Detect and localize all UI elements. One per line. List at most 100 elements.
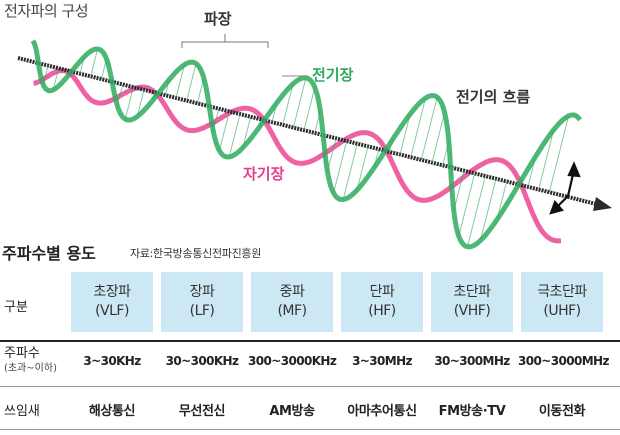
wavelength-label: 파장 [204,10,232,28]
table-source: 자료:한국방송통신전파진흥원 [130,247,262,260]
band-code: (VLF) [95,303,129,319]
magnetic-field-label: 자기장 [243,165,285,183]
electric-field-vector [124,86,134,120]
electric-field-vector [496,181,508,220]
wave-illustration [17,34,612,250]
electric-field-vector [467,175,486,247]
usage-cell: FM방송·TV [438,404,506,419]
electric-field-vector [538,129,555,190]
electric-field-vector [314,110,321,134]
electric-field-vector [259,119,262,128]
electric-field-vector [218,111,230,151]
electric-field-vector [327,138,337,173]
electric-field-wave [30,39,582,250]
propagation-axis [17,56,601,207]
frequency-row: 주파수 (초과~이하) 3~30KHz 30~300KHz 300~3000KHz… [0,340,620,380]
band-name: 장파 [189,284,215,301]
electric-field-vector [450,167,454,177]
band-name: 초단파 [453,284,491,301]
usage-row: 쓰임새 해상통신 무선전신 AM방송 아마추어통신 FM방송·TV 이동전화 [0,386,620,430]
electric-field-vector [207,103,210,107]
electric-field-vector [458,173,476,237]
usage-cell: 해상통신 [88,404,136,419]
row-label-usage: 쓰임새 [4,404,40,419]
electric-field-vector [79,56,85,74]
frequency-cell: 300~3000KHz [248,354,337,368]
electric-field-vector [388,139,393,152]
band-header-hf: 단파 (HF) [341,272,423,332]
electric-field-vector [282,83,294,126]
electric-field-vector [116,84,124,106]
electric-field-vector [52,68,60,90]
row-label-band: 구분 [4,300,28,315]
band-code: (MF) [277,303,307,319]
electric-field-vector [342,143,358,200]
axis-arrowhead [593,197,612,211]
band-header-vlf: 초장파 (VLF) [71,272,153,332]
frequency-label: 주파수 [4,346,40,361]
band-header-uhf: 극초단파 (UHF) [521,272,603,332]
electric-field-label: 전기장 [312,66,354,84]
usage-cell: AM방송 [269,404,315,419]
frequency-cell: 30~300KHz [165,354,239,368]
electric-field-vector [271,102,278,123]
diagram-title: 전자파의 구성 [4,2,89,20]
electric-field-vector [196,77,205,104]
electric-field-vector [303,87,316,131]
band-code: (UHF) [543,303,581,319]
band-name: 중파 [279,284,305,301]
electric-field-vector [527,156,537,187]
frequency-cell: 3~30KHz [83,354,141,368]
axes-icon [549,161,581,215]
electric-wave-curve [30,39,582,250]
electric-field-vector [431,112,446,163]
table-title: 주파수별 용도 [2,244,96,263]
band-header-vhf: 초단파 (VHF) [431,272,513,332]
frequency-cell: 3~30MHz [352,354,412,368]
band-header-row: 구분 초장파 (VLF) 장파 (LF) 중파 (MF) 단파 (HF) 초단파 (VHF… [0,268,620,336]
electric-field-vector [292,77,307,128]
electric-field-vector [186,63,197,101]
electric-field-vector [399,113,411,155]
electric-field-vector [410,97,427,158]
band-name: 극초단파 [537,284,587,301]
electric-field-vector [36,60,39,64]
band-code: (HF) [368,303,396,319]
current-flow-label: 전기의 흐름 [456,88,531,106]
electric-field-vector [175,64,185,99]
electric-field-vector [420,97,438,161]
electric-field-vector [479,178,497,241]
wavelength-bracket [181,34,269,48]
electric-field-vector [152,92,156,101]
frequency-cell: 30~300MHz [434,354,510,368]
electric-field-vector [100,58,107,80]
electric-field-vector [67,70,70,76]
electric-field-vector [136,89,145,117]
electric-field-vector [228,113,241,158]
electric-field-vector [333,140,348,194]
magnetic-wave-curve [33,67,562,244]
electric-field-vector [164,79,170,96]
band-header-lf: 장파 (LF) [161,272,243,332]
electromagnetic-wave-diagram: 전자파의 구성 파장 전기장 전기의 흐름 자기장 [4,2,612,250]
electric-field-vector [90,48,99,77]
usage-cell: 아마추어통신 [347,404,417,419]
usage-cell: 이동전화 [538,404,586,419]
band-header-mf: 중파 (MF) [251,272,333,332]
band-name: 단파 [369,284,395,301]
electric-field-vector [242,116,252,148]
band-name: 초장파 [93,284,131,301]
electric-field-vector [42,65,49,85]
usage-cell: 무선전신 [178,404,226,419]
electric-field-vector [323,135,326,142]
electric-field-vector [212,108,220,131]
band-code: (LF) [189,303,215,319]
frequency-note: (초과~이하) [4,363,57,374]
frequency-cell: 300~3000MHz [518,354,609,368]
electric-field-vector [356,146,369,191]
band-code: (VHF) [453,303,491,319]
electric-field-vector [453,170,465,212]
electric-field-vector [515,183,518,190]
electric-field-vector [373,148,380,169]
magnetic-field-wave [33,67,562,244]
